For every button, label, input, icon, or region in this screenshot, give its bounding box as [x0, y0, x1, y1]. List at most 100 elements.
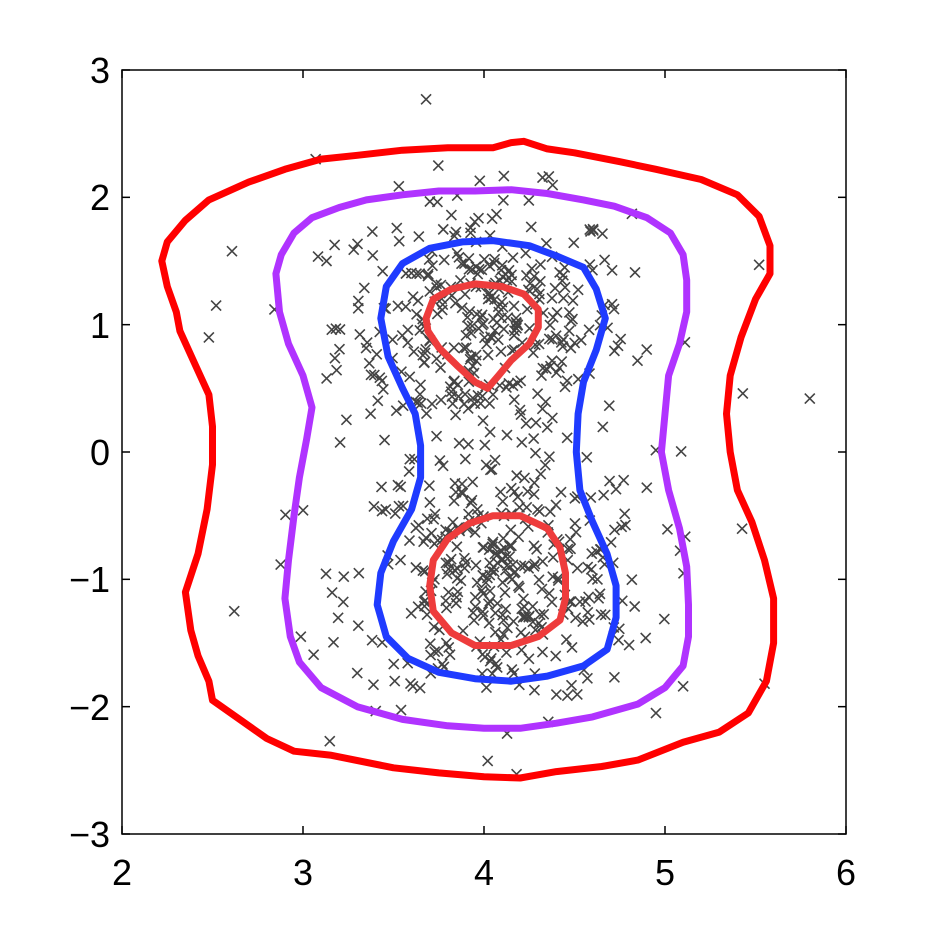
scatter-point	[568, 237, 580, 249]
scatter-point	[605, 536, 617, 548]
scatter-point	[476, 584, 488, 597]
scatter-point	[626, 574, 638, 586]
scatter-point	[661, 523, 674, 535]
contour-third	[373, 237, 620, 685]
scatter-point	[606, 264, 618, 276]
scatter-point	[497, 495, 509, 507]
scatter-point	[610, 483, 622, 495]
scatter-point	[418, 600, 431, 612]
axis-ticks	[121, 69, 847, 835]
scatter-point	[499, 586, 511, 599]
scatter-point	[366, 225, 378, 238]
scatter-point	[513, 531, 525, 543]
scatter-point	[443, 586, 455, 598]
scatter-point	[465, 497, 477, 509]
scatter-point	[466, 263, 478, 276]
contour-lines	[158, 137, 778, 782]
x-tick-label: 3	[293, 852, 313, 893]
scatter-point	[658, 613, 670, 625]
scatter-point	[487, 313, 499, 325]
scatter-point	[543, 170, 555, 183]
scatter-point	[516, 436, 528, 448]
scatter-point	[544, 360, 557, 372]
scatter-point	[571, 688, 583, 700]
scatter-point	[525, 221, 537, 233]
scatter-point	[376, 505, 388, 517]
scatter-point	[528, 477, 540, 489]
scatter-point	[523, 653, 535, 665]
scatter-point	[540, 396, 552, 408]
scatter-point	[462, 320, 474, 332]
scatter-point	[426, 260, 439, 272]
scatter-point	[619, 508, 631, 520]
scatter-point	[460, 329, 472, 342]
scatter-point	[450, 226, 462, 238]
scatter-point	[423, 254, 435, 266]
scatter-point	[544, 319, 556, 331]
scatter-point	[445, 553, 457, 565]
scatter-point	[456, 302, 468, 314]
scatter-point	[340, 414, 352, 426]
scatter-point	[367, 249, 379, 262]
scatter-point	[444, 649, 456, 661]
scatter-point	[435, 279, 447, 291]
scatter-point	[538, 608, 550, 620]
scatter-point	[389, 508, 401, 520]
scatter-point	[490, 208, 503, 220]
scatter-point	[351, 667, 363, 679]
scatter-point	[564, 543, 577, 555]
scatter-point	[393, 180, 405, 192]
scatter-point	[596, 228, 608, 240]
scatter-point	[461, 311, 473, 323]
scatter-point	[469, 601, 481, 613]
scatter-point	[552, 572, 564, 584]
scatter-point	[431, 196, 443, 208]
scatter-point	[565, 679, 578, 691]
scatter-point	[419, 347, 431, 359]
scatter-point	[508, 394, 520, 406]
scatter-point	[537, 555, 549, 568]
scatter-point	[641, 482, 653, 494]
scatter-point	[361, 337, 373, 349]
scatter-point	[459, 453, 471, 465]
scatter-point	[391, 222, 403, 234]
y-tick-label: 0	[90, 432, 110, 473]
scatter-point	[462, 438, 475, 450]
scatter-point	[417, 564, 429, 577]
scatter-point	[404, 371, 416, 383]
scatter-point	[547, 551, 559, 563]
scatter-point	[508, 300, 520, 312]
scatter-point	[478, 253, 490, 265]
scatter-point	[650, 707, 662, 719]
scatter-point	[552, 574, 564, 587]
scatter-point	[388, 658, 400, 670]
scatter-point	[472, 389, 484, 402]
scatter-point	[365, 408, 377, 420]
scatter-point	[438, 254, 450, 266]
scatter-point	[502, 312, 514, 324]
scatter-point	[428, 513, 440, 525]
scatter-point	[561, 432, 573, 444]
scatter-point	[536, 403, 548, 415]
y-tick-labels: 3 2 1 0 −1 −2 −3	[69, 50, 110, 855]
scatter-point	[550, 689, 562, 701]
scatter-point	[640, 632, 652, 644]
scatter-point	[423, 480, 435, 492]
scatter-point	[619, 519, 632, 531]
scatter-point	[407, 291, 419, 303]
scatter-point	[581, 672, 593, 684]
scatter-point	[327, 636, 340, 648]
scatter-point	[737, 387, 749, 399]
scatter-point	[479, 651, 491, 663]
scatter-point	[504, 550, 516, 563]
scatter-point	[403, 465, 415, 478]
scatter-point	[459, 388, 471, 400]
scatter-point	[500, 381, 512, 394]
scatter-point	[456, 478, 468, 490]
scatter-point	[404, 677, 417, 690]
scatter-point	[358, 282, 370, 294]
scatter-point	[512, 491, 524, 503]
scatter-point	[375, 481, 388, 493]
scatter-point	[337, 596, 349, 608]
scatter-point	[736, 523, 748, 535]
